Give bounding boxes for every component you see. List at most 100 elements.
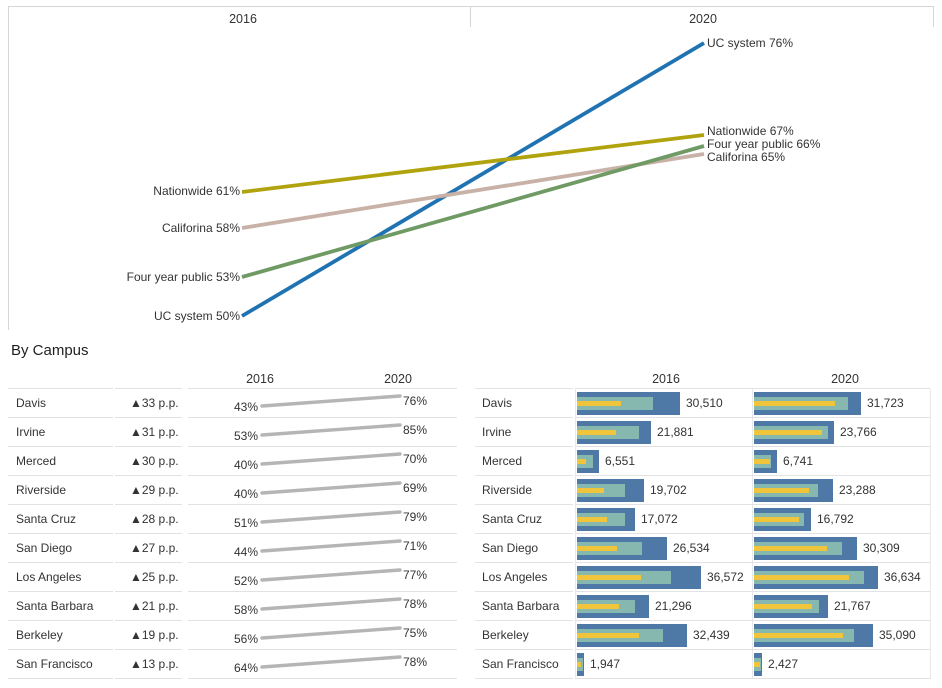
enrollment-bar-2016-davis[interactable] — [577, 391, 680, 415]
pct-col-header-2016: 2016 — [246, 372, 274, 386]
rate-2020-label: 71% — [403, 539, 428, 553]
enrollment-value-2016: 17,072 — [641, 512, 678, 526]
slope-left-label-uc-system: UC system 50% — [153, 309, 240, 323]
enrollment-bar-2020-san-diego[interactable] — [754, 536, 857, 560]
enrollment-value-2016: 19,702 — [650, 483, 687, 497]
mini-slope-panel-merced: 40% 70% — [188, 447, 457, 476]
enrollment-bar-2020-santa-cruz[interactable] — [754, 507, 811, 531]
enrollment-bar-2016-santa-cruz[interactable] — [577, 507, 635, 531]
mini-slope-line-irvine[interactable] — [260, 423, 402, 437]
mini-slope-line-berkeley[interactable] — [260, 626, 402, 640]
enrollment-bar-2016-santa-barbara[interactable] — [577, 594, 649, 618]
slope-col-header-2020: 2020 — [689, 12, 717, 26]
enrollment-value-2016: 21,296 — [655, 599, 692, 613]
enrollment-bar-2016-san-francisco[interactable] — [577, 652, 584, 676]
enrollment-value-2020: 2,427 — [768, 657, 799, 671]
campus-name-merced: Merced — [8, 447, 113, 476]
change-badge-davis: ▲33 p.p. — [115, 389, 182, 418]
panel-mid-tick — [470, 6, 471, 27]
mini-slope-canvas — [260, 423, 402, 437]
bar-panel-2020-riverside: 23,288 — [752, 476, 930, 505]
bars-campus-name-santa-cruz: Santa Cruz — [475, 505, 573, 534]
campus-name-riverside: Riverside — [8, 476, 113, 505]
enrollment-value-2016: 30,510 — [686, 396, 723, 410]
rate-2016-label: 52% — [233, 574, 258, 588]
slope-right-label-nationwide: Nationwide 67% — [707, 124, 794, 138]
enrollment-value-2020: 35,090 — [879, 628, 916, 642]
mini-slope-line-merced[interactable] — [260, 452, 402, 466]
enrollment-bar-2016-los-angeles[interactable] — [577, 565, 701, 589]
mini-slope-line-san-francisco[interactable] — [260, 655, 402, 669]
enrollment-bar-2016-berkeley[interactable] — [577, 623, 687, 647]
mini-slope-canvas — [260, 510, 402, 524]
enrollment-bar-2020-berkeley[interactable] — [754, 623, 873, 647]
campus-name-san-francisco: San Francisco — [8, 650, 113, 679]
enrollment-value-2016: 1,947 — [590, 657, 621, 671]
bar-panel-2020-davis: 31,723 — [752, 389, 930, 418]
bar-panel-2020-merced: 6,741 — [752, 447, 930, 476]
enrollment-bar-2020-santa-barbara[interactable] — [754, 594, 828, 618]
table-header-border — [752, 388, 930, 389]
bar-panel-2016-santa-cruz: 17,072 — [575, 505, 752, 534]
bar-panel-2016-davis: 30,510 — [575, 389, 752, 418]
change-badge-riverside: ▲29 p.p. — [115, 476, 182, 505]
bar-panel-2016-san-diego: 26,534 — [575, 534, 752, 563]
mini-slope-line-davis[interactable] — [260, 394, 402, 408]
rate-2016-label: 40% — [233, 487, 258, 501]
mini-slope-panel-berkeley: 56% 75% — [188, 621, 457, 650]
change-badge-san-diego: ▲27 p.p. — [115, 534, 182, 563]
enrollment-bar-2020-merced[interactable] — [754, 449, 777, 473]
enrollment-bar-2020-los-angeles[interactable] — [754, 565, 878, 589]
slope-line-four-year-public[interactable] — [241, 144, 705, 279]
mini-slope-line-riverside[interactable] — [260, 481, 402, 495]
enrollment-bar-2016-irvine[interactable] — [577, 420, 651, 444]
enrollment-bar-2020-davis[interactable] — [754, 391, 861, 415]
bars-col-header-2020: 2020 — [831, 372, 859, 386]
enrollment-value-2020: 30,309 — [863, 541, 900, 555]
change-badge-san-francisco: ▲13 p.p. — [115, 650, 182, 679]
enrollment-value-2020: 16,792 — [817, 512, 854, 526]
mini-slope-canvas — [260, 655, 402, 669]
rate-bar-2016 — [577, 632, 639, 638]
enrollment-bar-2020-irvine[interactable] — [754, 420, 834, 444]
change-badge-los-angeles: ▲25 p.p. — [115, 563, 182, 592]
enrollment-value-2020: 36,634 — [884, 570, 921, 584]
bars-campus-name-davis: Davis — [475, 389, 573, 418]
slope-col-header-2016: 2016 — [229, 12, 257, 26]
mini-slope-line-los-angeles[interactable] — [260, 568, 402, 582]
table-header-border — [115, 388, 182, 389]
rate-bar-2020 — [754, 632, 843, 638]
enrollment-bar-2016-merced[interactable] — [577, 449, 599, 473]
rate-bar-2020 — [754, 516, 799, 522]
rate-2016-label: 64% — [233, 661, 258, 675]
bar-panel-2016-santa-barbara: 21,296 — [575, 592, 752, 621]
mini-slope-line-santa-cruz[interactable] — [260, 510, 402, 524]
campus-name-santa-cruz: Santa Cruz — [8, 505, 113, 534]
enrollment-bar-2016-riverside[interactable] — [577, 478, 644, 502]
enrollment-value-2016: 6,551 — [605, 454, 636, 468]
enrollment-value-2016: 36,572 — [707, 570, 744, 584]
bar-panel-2016-berkeley: 32,439 — [575, 621, 752, 650]
rate-2016-label: 44% — [233, 545, 258, 559]
mini-slope-line-san-diego[interactable] — [260, 539, 402, 553]
rate-bar-2020 — [754, 429, 822, 435]
change-badge-irvine: ▲31 p.p. — [115, 418, 182, 447]
slope-right-label-uc-system: UC system 76% — [707, 36, 794, 50]
enrollment-value-2016: 26,534 — [673, 541, 710, 555]
enrollment-bar-2020-riverside[interactable] — [754, 478, 833, 502]
bar-panel-axis — [752, 389, 753, 679]
table-header-border — [475, 388, 573, 389]
rate-2016-label: 53% — [233, 429, 258, 443]
slope-line-nationwide[interactable] — [241, 133, 705, 194]
campus-name-santa-barbara: Santa Barbara — [8, 592, 113, 621]
enrollment-bar-2016-san-diego[interactable] — [577, 536, 667, 560]
bar-panel-2020-berkeley: 35,090 — [752, 621, 930, 650]
enrollment-bar-2020-san-francisco[interactable] — [754, 652, 762, 676]
slope-line-uc-system[interactable] — [241, 41, 705, 318]
mini-slope-line-santa-barbara[interactable] — [260, 597, 402, 611]
bar-panel-axis — [575, 389, 576, 679]
enrollment-value-2016: 21,881 — [657, 425, 694, 439]
table-header-border — [8, 388, 113, 389]
enrollment-value-2020: 31,723 — [867, 396, 904, 410]
